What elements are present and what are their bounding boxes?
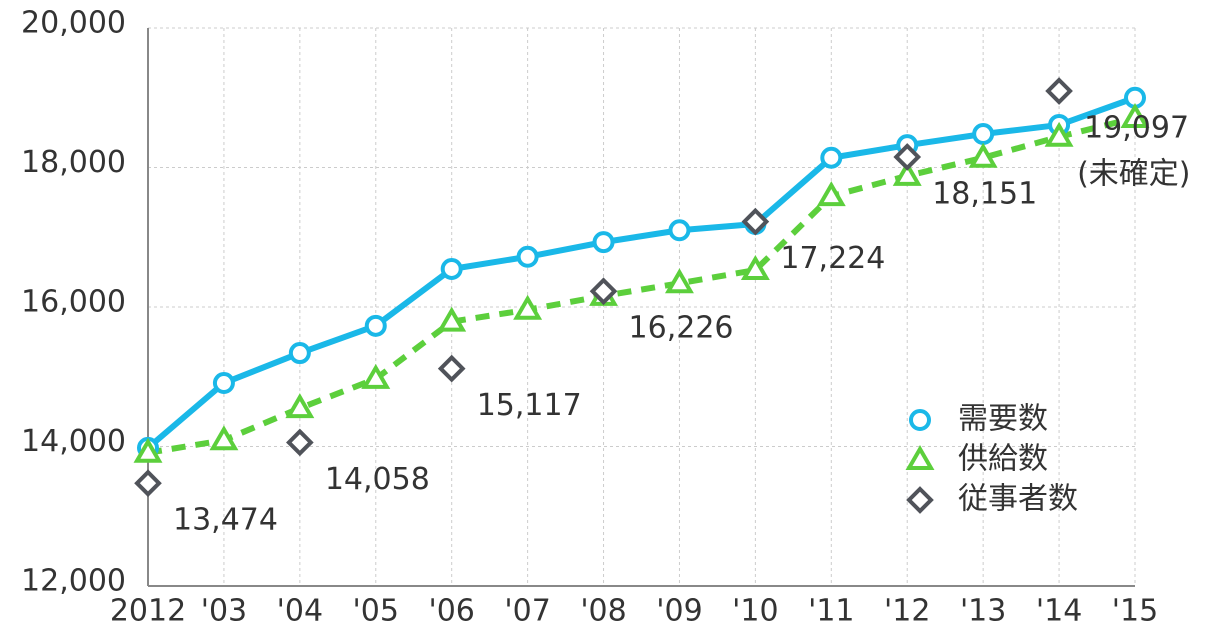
annotation: (未確定) [1077, 156, 1190, 191]
data-label: 16,226 [629, 311, 734, 346]
legend-label: 需要数 [958, 402, 1048, 437]
data-point [212, 372, 235, 395]
data-point [286, 428, 314, 457]
legend-marker [906, 486, 934, 514]
data-point [285, 393, 315, 419]
x-tick-label: '08 [580, 594, 626, 629]
x-tick-label: '15 [1112, 594, 1158, 629]
data-point [437, 306, 467, 332]
legend-label: 供給数 [958, 442, 1048, 477]
data-label: 18,151 [932, 176, 1037, 211]
data-point [516, 245, 539, 268]
data-point [1044, 121, 1074, 147]
data-point [740, 255, 770, 281]
data-point [1045, 77, 1073, 105]
x-tick-label: '06 [428, 594, 474, 629]
data-point [440, 257, 463, 280]
x-tick-label: '04 [277, 594, 323, 629]
data-label: 15,117 [477, 388, 582, 423]
data-point [513, 294, 543, 320]
data-point [664, 268, 694, 294]
data-point [972, 123, 995, 146]
data-point [1120, 102, 1150, 128]
x-tick-label: '13 [960, 594, 1006, 629]
x-tick-label: '14 [1036, 594, 1082, 629]
x-tick-label: '03 [201, 594, 247, 629]
x-tick-label: 2012 [110, 594, 186, 629]
data-label: 17,224 [780, 241, 885, 276]
data-point [134, 469, 162, 498]
data-point [592, 231, 615, 254]
data-point [437, 354, 466, 383]
data-point [968, 142, 998, 168]
legend-marker [909, 409, 931, 431]
legend-marker [905, 445, 935, 470]
x-tick-label: '09 [656, 594, 702, 629]
x-tick-label: '05 [353, 594, 399, 629]
y-tick-label: 12,000 [21, 564, 126, 599]
series-line [146, 94, 1137, 451]
data-point [288, 342, 311, 365]
legend-label: 従事者数 [958, 482, 1078, 517]
y-tick-label: 16,000 [21, 285, 126, 320]
data-point [892, 160, 922, 186]
x-tick-label: '10 [732, 594, 778, 629]
data-point [741, 207, 770, 236]
data-point [668, 219, 691, 242]
data-label: 14,058 [325, 462, 430, 497]
data-point [893, 143, 922, 171]
x-tick-label: '07 [504, 594, 550, 629]
data-point [816, 181, 846, 207]
series-line [147, 115, 1136, 456]
y-tick-label: 14,000 [21, 424, 126, 459]
data-point [364, 314, 387, 337]
data-point [361, 363, 391, 389]
y-tick-label: 20,000 [21, 6, 126, 41]
data-point [133, 437, 163, 463]
y-tick-label: 18,000 [21, 145, 126, 180]
x-tick-label: '11 [808, 594, 854, 629]
x-tick-label: '12 [884, 594, 930, 629]
data-point [209, 425, 239, 451]
data-label: 13,474 [173, 503, 278, 538]
data-point [820, 146, 843, 169]
data-point [589, 277, 618, 306]
data-label: 19,097 [1084, 110, 1189, 145]
